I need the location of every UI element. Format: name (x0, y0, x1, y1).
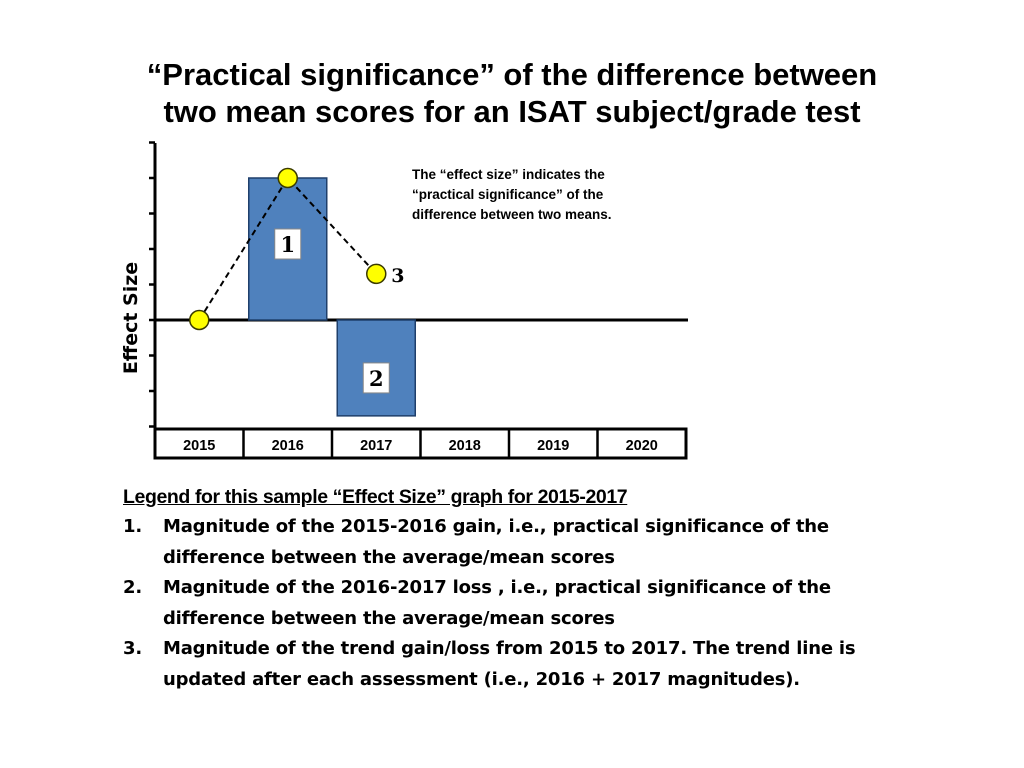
trend-point (189, 309, 210, 331)
x-tick-label: 2019 (537, 438, 569, 454)
legend-item-line-1: Magnitude of the 2016-2017 loss , i.e., … (163, 577, 831, 598)
bar-label: 2 (369, 366, 384, 391)
trend-point (366, 263, 387, 285)
legend-list: 1. Magnitude of the 2015-2016 gain, i.e.… (123, 512, 963, 695)
x-tick-label: 2017 (360, 438, 392, 454)
legend-item-line-2: difference between the average/mean scor… (163, 546, 615, 568)
trend-point-label: 3 (391, 265, 404, 287)
legend-item-line-2: updated after each assessment (i.e., 201… (163, 668, 800, 690)
trend-line (198, 176, 377, 321)
legend-item-number: 1. (123, 516, 142, 537)
title-line-1: “Practical significance” of the differen… (146, 57, 878, 92)
effect-size-chart: Effect Size The “effect size” indicates … (120, 141, 688, 460)
legend-title: Legend for this sample “Effect Size” gra… (123, 486, 628, 508)
annotation-line-3: difference between two means. (412, 207, 612, 222)
legend-item-number: 3. (123, 638, 142, 659)
annotation-line-2: “practical significance” of the (412, 187, 604, 202)
x-tick-label: 2020 (626, 438, 658, 454)
legend-item-3: 3. Magnitude of the trend gain/loss from… (123, 634, 963, 695)
legend-item-line-1: Magnitude of the 2015-2016 gain, i.e., p… (163, 516, 829, 537)
bar (248, 177, 328, 321)
legend-item-line-2: difference between the average/mean scor… (163, 607, 615, 629)
x-tick-label: 2016 (272, 438, 304, 454)
legend-item-line-1: Magnitude of the trend gain/loss from 20… (163, 638, 856, 659)
title-line-2: two mean scores for an ISAT subject/grad… (163, 94, 861, 129)
page-title: “Practical significance” of the differen… (0, 56, 1024, 130)
bar-label-box (362, 362, 390, 394)
legend-item-number: 2. (123, 577, 142, 598)
legend-item-1: 1. Magnitude of the 2015-2016 gain, i.e.… (123, 512, 963, 573)
annotation-line-1: The “effect size” indicates the (412, 167, 605, 182)
x-tick-label: 2015 (183, 438, 215, 454)
bar-label: 1 (280, 232, 295, 257)
y-axis-label: Effect Size (120, 262, 142, 374)
legend-item-2: 2. Magnitude of the 2016-2017 loss , i.e… (123, 573, 963, 634)
legend: Legend for this sample “Effect Size” gra… (123, 486, 963, 695)
x-tick-label: 2018 (449, 438, 481, 454)
bar-label-box (274, 228, 302, 260)
trend-point (277, 167, 298, 189)
effect-size-annotation: The “effect size” indicates the “practic… (412, 167, 612, 222)
